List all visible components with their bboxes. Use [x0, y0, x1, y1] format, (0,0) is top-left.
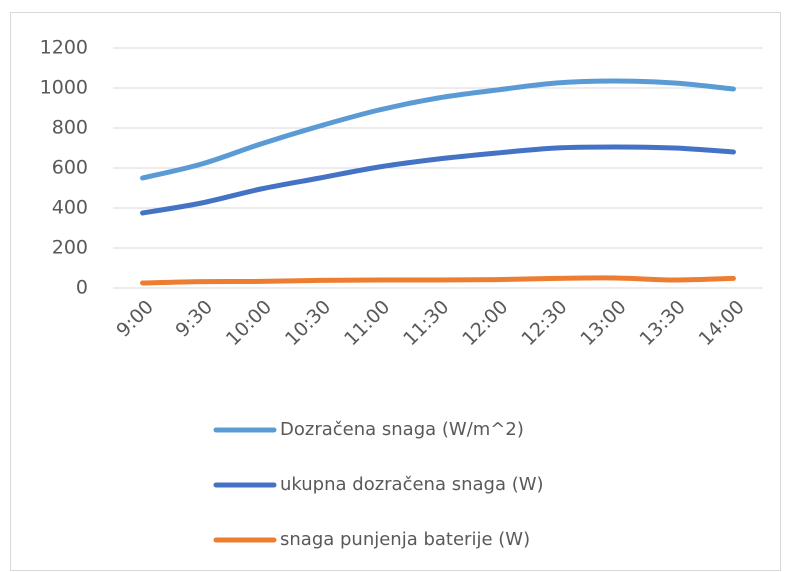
legend: Dozračena snaga (W/m^2) ukupna dozračena …	[213, 419, 544, 550]
series-line	[140, 275, 736, 286]
y-tick-label: 800	[52, 117, 88, 139]
y-tick-label: 1200	[40, 37, 88, 59]
y-tick-label: 400	[52, 197, 88, 219]
legend-label: ukupna dozračena snaga (W)	[280, 474, 544, 495]
legend-label: snaga punjenja baterije (W)	[280, 529, 530, 550]
series-line	[140, 78, 736, 181]
legend-label: Dozračena snaga (W/m^2)	[280, 419, 524, 440]
y-tick-label: 1000	[40, 77, 88, 99]
series-line	[140, 144, 736, 216]
y-tick-label: 600	[52, 157, 88, 179]
y-tick-label: 200	[52, 237, 88, 259]
y-tick-label: 0	[76, 277, 88, 299]
